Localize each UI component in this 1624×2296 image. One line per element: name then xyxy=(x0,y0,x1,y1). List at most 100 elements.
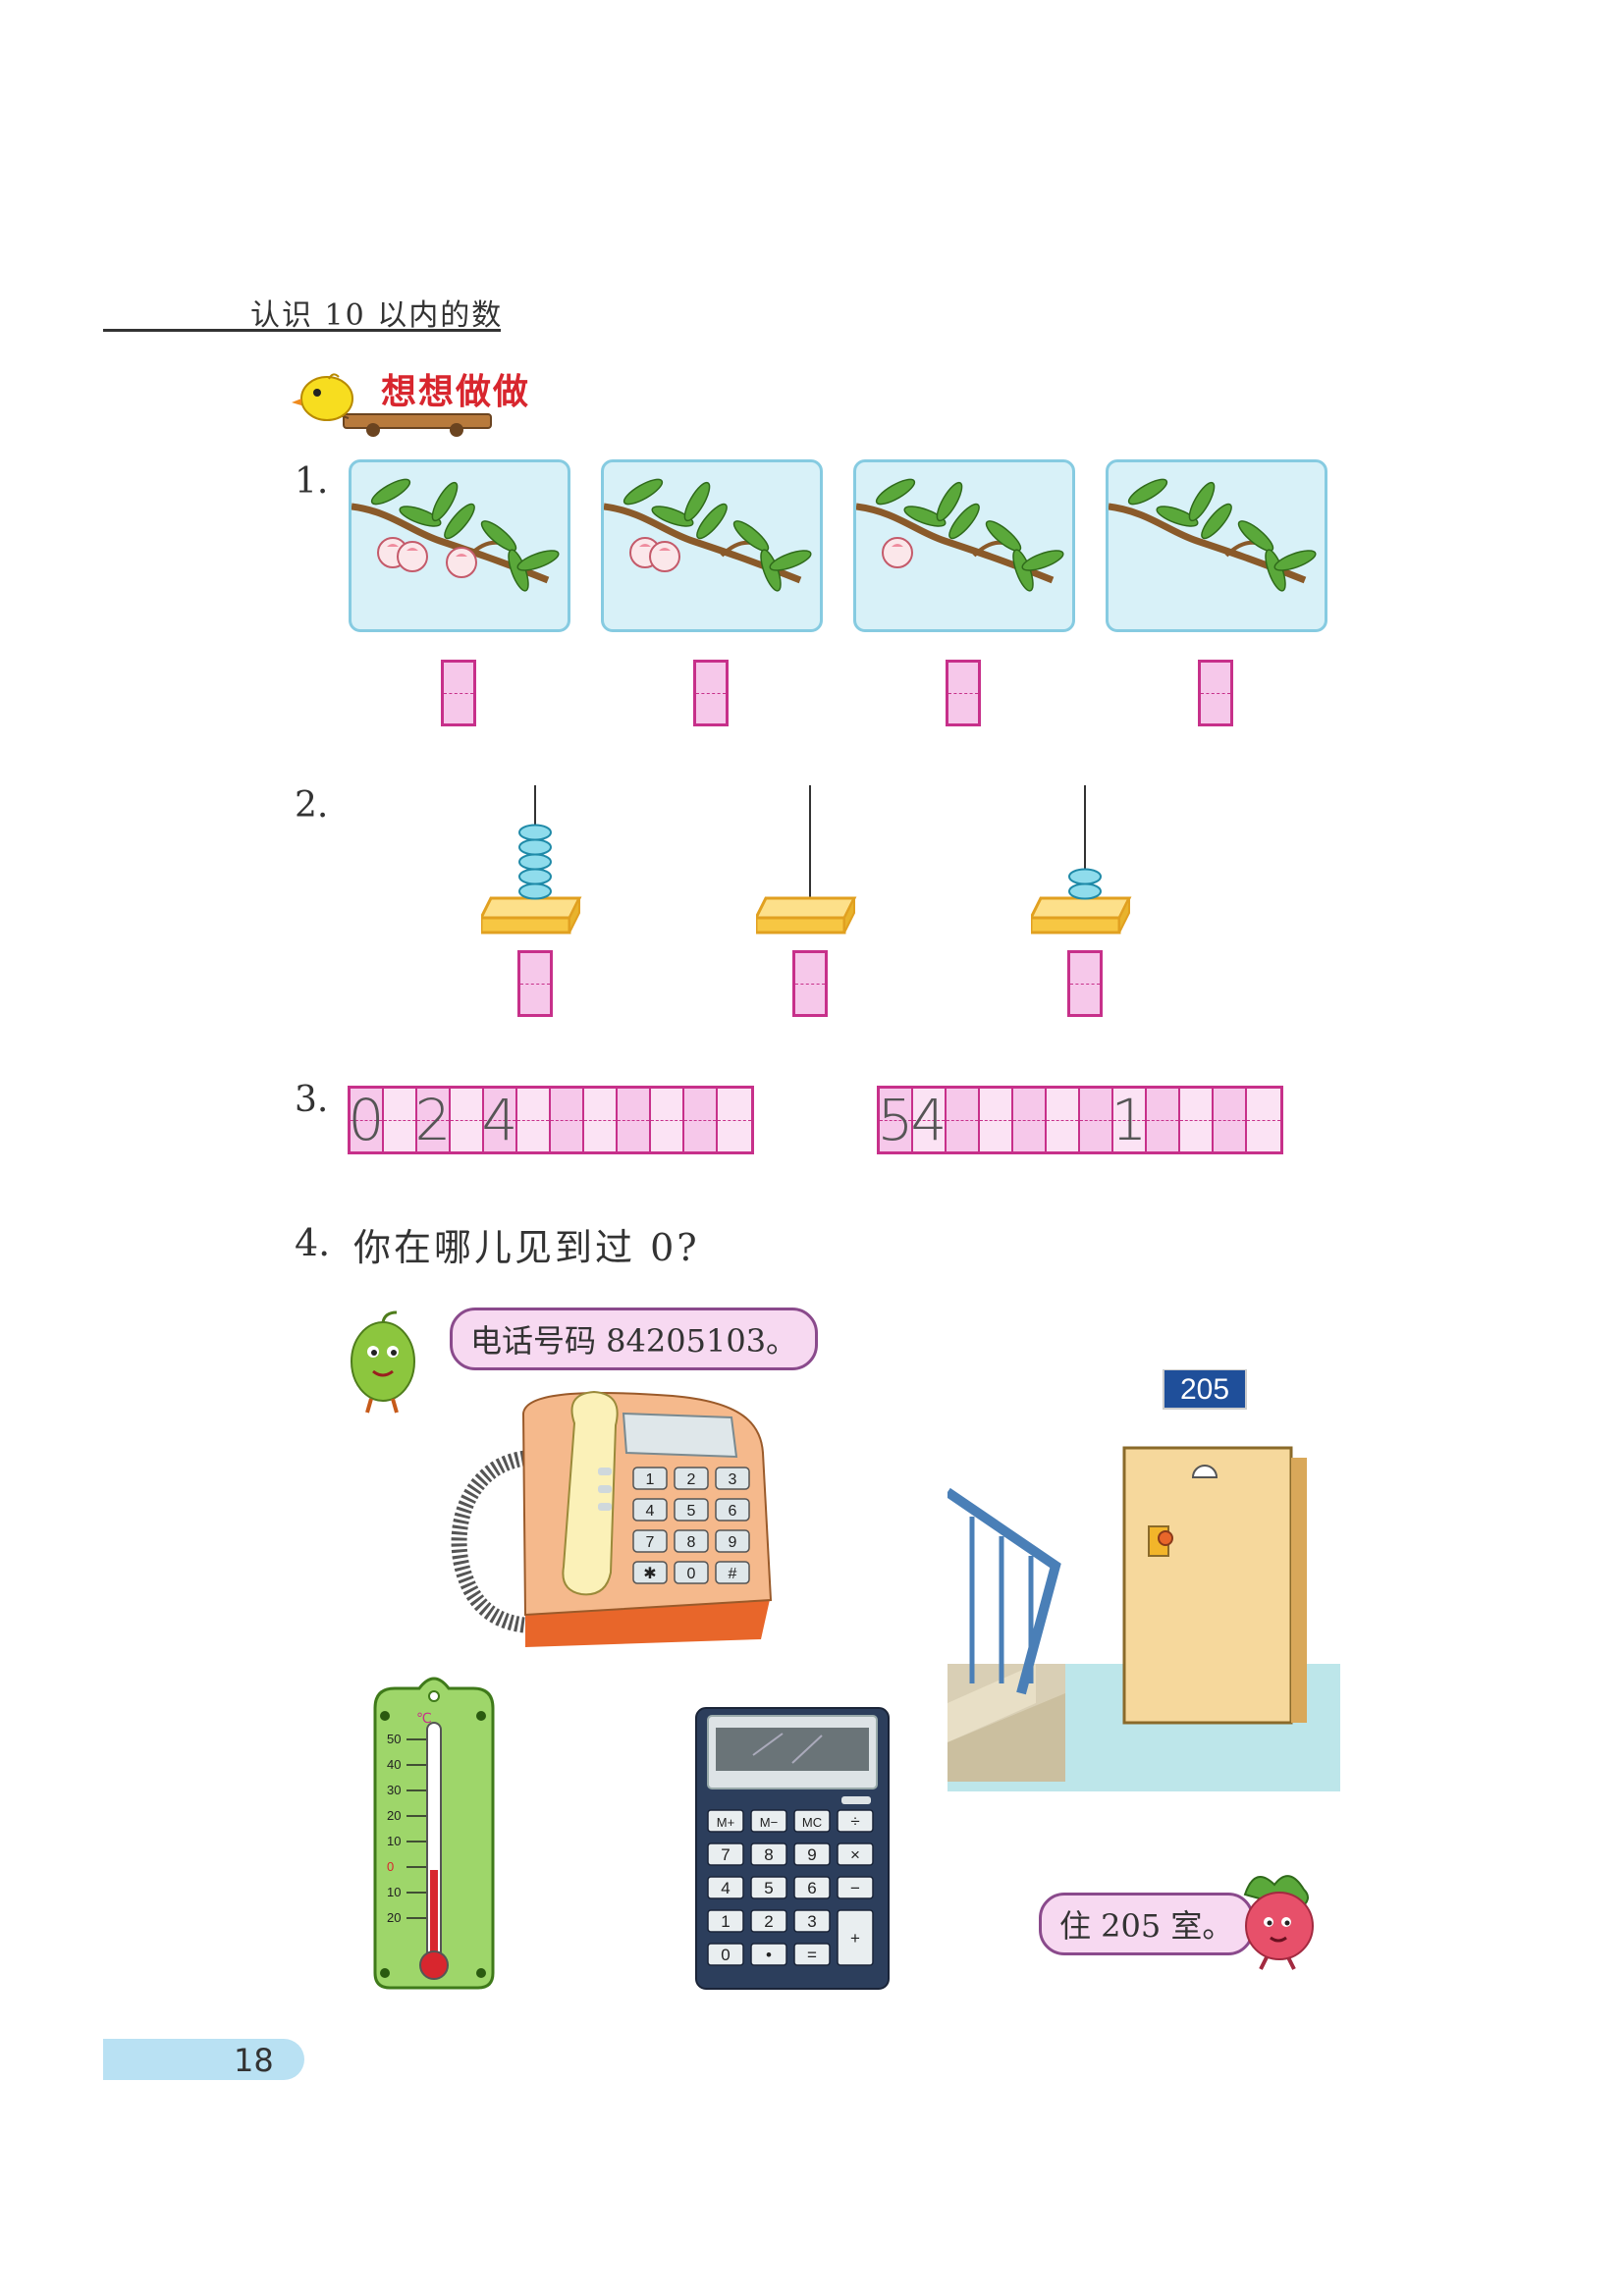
phone-key xyxy=(674,1498,709,1522)
thermometer-tick-label: 40 xyxy=(387,1757,401,1772)
answer-box[interactable] xyxy=(1067,950,1103,1017)
writing-cell[interactable] xyxy=(451,1089,484,1151)
peach-branch-picture xyxy=(349,459,570,632)
answer-box[interactable] xyxy=(946,660,981,726)
calculator-key-label: 5 xyxy=(764,1879,773,1897)
thermometer-illustration: ℃ 50 40 30 20 10 0 10 20 xyxy=(365,1669,503,1993)
writing-cell[interactable] xyxy=(1214,1089,1247,1151)
phone-key-label: 7 xyxy=(646,1534,655,1551)
writing-cell[interactable] xyxy=(1013,1089,1047,1151)
abacus-rod xyxy=(1028,785,1139,942)
telephone-illustration: 1 2 3 4 5 6 7 8 9 ✱ 0 # xyxy=(447,1384,781,1649)
peach-icon xyxy=(397,541,428,572)
calculator-key-label: 6 xyxy=(807,1879,816,1897)
writing-cell[interactable] xyxy=(1080,1089,1113,1151)
phone-key-label: 0 xyxy=(687,1566,696,1582)
writing-cell[interactable]: 1 xyxy=(1110,1087,1148,1153)
calculator-key xyxy=(750,1909,787,1933)
writing-cell[interactable]: 5 xyxy=(877,1087,914,1153)
phone-key xyxy=(715,1529,750,1553)
writing-cell[interactable] xyxy=(1047,1089,1080,1151)
question-3-number: 3. xyxy=(295,1080,329,1120)
thermometer-tick-label: 10 xyxy=(387,1885,401,1899)
page-number: 18 xyxy=(234,2042,274,2079)
thermometer-tick-label: 20 xyxy=(387,1910,401,1925)
peach-branch-picture xyxy=(601,459,823,632)
peach-icon xyxy=(649,541,680,572)
calculator-key xyxy=(750,1842,787,1866)
calculator-key-label: = xyxy=(807,1946,817,1964)
answer-box[interactable] xyxy=(1198,660,1233,726)
phone-key xyxy=(674,1529,709,1553)
calculator-key-label: M− xyxy=(760,1815,778,1830)
bead-icon xyxy=(1068,868,1102,885)
thermometer-tick-label: 50 xyxy=(387,1732,401,1746)
writing-cell[interactable] xyxy=(551,1089,584,1151)
calculator-key xyxy=(837,1842,874,1866)
room-number-speech-bubble: 住 205 室。 xyxy=(1039,1893,1255,1955)
answer-box[interactable] xyxy=(517,950,553,1017)
peach-branch-picture xyxy=(853,459,1075,632)
bead-icon xyxy=(518,868,552,885)
calculator-key-label: × xyxy=(850,1845,860,1864)
calculator-key xyxy=(707,1809,744,1833)
thermometer-tick-label: 10 xyxy=(387,1834,401,1848)
peach-icon xyxy=(882,537,913,568)
phone-key xyxy=(715,1498,750,1522)
abacus-rod xyxy=(478,785,589,942)
question-4-text: 你在哪儿见到过 0? xyxy=(353,1226,700,1269)
calculator-illustration: M+ M− MC ÷ 7 8 9 × 4 5 6 − 1 2 3 +0 • = xyxy=(694,1706,891,1991)
writing-cell[interactable] xyxy=(947,1089,980,1151)
bead-icon xyxy=(518,824,552,841)
calculator-key-label: 9 xyxy=(807,1845,816,1864)
phone-key xyxy=(715,1467,750,1490)
question-2-number: 2. xyxy=(295,785,329,826)
phone-key-label: # xyxy=(729,1566,737,1582)
thermometer-unit: ℃ xyxy=(416,1711,432,1727)
answer-box[interactable] xyxy=(441,660,476,726)
writing-cell[interactable] xyxy=(517,1089,551,1151)
calculator-key xyxy=(707,1909,744,1933)
calculator-key xyxy=(837,1809,874,1833)
writing-cell[interactable] xyxy=(651,1089,684,1151)
thermometer-tick-label: 30 xyxy=(387,1783,401,1797)
writing-cell[interactable] xyxy=(584,1089,618,1151)
writing-cell[interactable] xyxy=(684,1089,718,1151)
answer-box[interactable] xyxy=(792,950,828,1017)
writing-cell[interactable] xyxy=(384,1089,417,1151)
writing-cell[interactable] xyxy=(980,1089,1013,1151)
question-4-number: 4. xyxy=(295,1221,331,1264)
radish-mascot-icon xyxy=(1225,1865,1324,1973)
thermometer-tick-label: 20 xyxy=(387,1808,401,1823)
writing-cell[interactable]: 0 xyxy=(348,1087,385,1153)
writing-cell[interactable] xyxy=(618,1089,651,1151)
room-number-plate: 205 xyxy=(1180,1373,1229,1406)
calculator-key-label: 7 xyxy=(721,1845,730,1864)
writing-cell[interactable]: 4 xyxy=(910,1087,947,1153)
writing-cell[interactable] xyxy=(1147,1089,1180,1151)
writing-cell[interactable] xyxy=(718,1089,751,1151)
bead-icon xyxy=(518,838,552,856)
answer-box[interactable] xyxy=(693,660,729,726)
question-1-number: 1. xyxy=(295,461,329,502)
writing-cell[interactable] xyxy=(1247,1089,1280,1151)
phone-key-label: 8 xyxy=(687,1534,696,1551)
calculator-key xyxy=(793,1842,831,1866)
phone-key-label: ✱ xyxy=(643,1566,656,1582)
abacus-rod xyxy=(753,785,864,942)
writing-cell[interactable]: 2 xyxy=(414,1087,452,1153)
calculator-key-label: 0 xyxy=(721,1946,730,1964)
calculator-key xyxy=(793,1909,831,1933)
calculator-key xyxy=(793,1809,831,1833)
chapter-title: 认识 10 以内的数 xyxy=(250,298,504,333)
calculator-key-label: • xyxy=(766,1946,772,1964)
writing-cell[interactable] xyxy=(1180,1089,1214,1151)
thermometer-tick-label: 0 xyxy=(387,1859,394,1874)
calculator-key xyxy=(707,1842,744,1866)
writing-cell[interactable]: 4 xyxy=(481,1087,518,1153)
phone-key xyxy=(715,1561,750,1584)
calculator-key-label: M+ xyxy=(717,1815,734,1830)
phone-key-label: 6 xyxy=(729,1503,737,1520)
